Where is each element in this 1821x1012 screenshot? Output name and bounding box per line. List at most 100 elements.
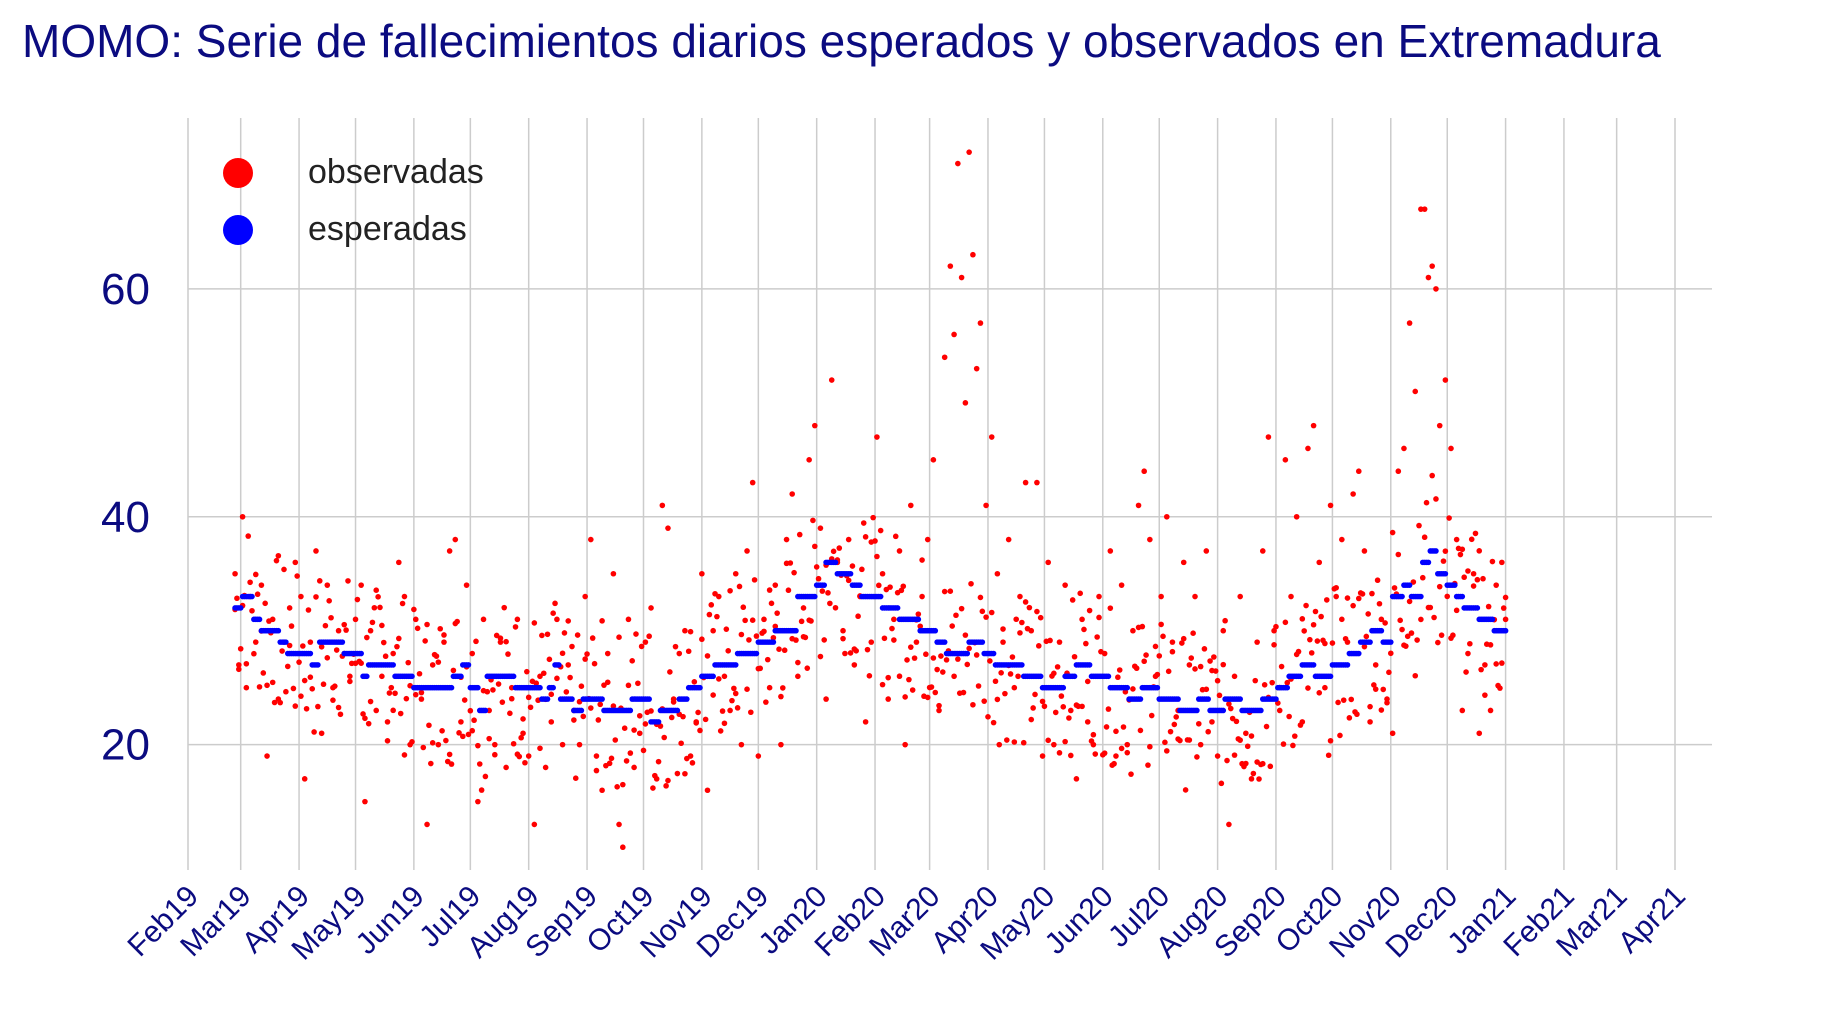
observadas-point-197 — [1316, 559, 1323, 566]
observadas-fill-point-307 — [810, 517, 816, 524]
observadas-fill-point-396 — [977, 594, 984, 601]
observadas-point-196 — [1310, 422, 1317, 429]
observadas-point-97 — [766, 684, 773, 691]
observadas-point-140 — [994, 570, 1001, 577]
observadas-fill-point-67 — [358, 660, 364, 666]
observadas-point-16 — [313, 548, 319, 554]
observadas-point-198 — [1322, 684, 1328, 691]
observadas-fill-point-673 — [1499, 660, 1505, 666]
observadas-fill-point-374 — [936, 702, 942, 709]
observadas-point-60 — [559, 741, 566, 748]
observadas-point-127 — [936, 707, 942, 714]
observadas-fill-point-89 — [399, 600, 406, 607]
observadas-fill-point-266 — [732, 690, 739, 697]
observadas-fill-point-413 — [1009, 654, 1016, 660]
observadas-fill-point-353 — [896, 673, 903, 680]
observadas-point-120 — [896, 548, 903, 554]
observadas-point-25 — [362, 798, 368, 805]
observadas-point-52 — [514, 616, 521, 623]
observadas-point-145 — [1022, 479, 1029, 486]
observadas-fill-point-59 — [343, 627, 349, 633]
observadas-fill-point-112 — [443, 737, 449, 744]
observadas-fill-point-520 — [1211, 654, 1217, 660]
observadas-fill-point-3 — [237, 645, 244, 652]
observadas-fill-point-40 — [307, 674, 314, 680]
observadas-fill-point-35 — [298, 693, 304, 699]
esperadas-point-172 — [556, 662, 562, 668]
observadas-point-161 — [1113, 753, 1119, 759]
observadas-fill-point-528 — [1226, 701, 1232, 707]
observadas-point-124 — [919, 593, 925, 600]
x-tick-label-26: Apr21 — [1612, 880, 1692, 960]
observadas-fill-point-602 — [1365, 611, 1371, 617]
observadas-fill-point-299 — [795, 659, 801, 666]
observadas-point-99 — [778, 741, 784, 748]
observadas-fill-point-470 — [1116, 667, 1123, 673]
observadas-fill-point-523 — [1216, 692, 1223, 699]
observadas-fill-point-544 — [1256, 776, 1262, 782]
esperadas-point-133 — [482, 707, 489, 714]
observadas-point-96 — [761, 616, 767, 623]
observadas-fill-point-503 — [1179, 640, 1185, 646]
observadas-fill-point-607 — [1374, 577, 1381, 584]
observadas-fill-point-337 — [866, 673, 873, 679]
observadas-fill-point-376 — [939, 669, 946, 675]
observadas-fill-point-612 — [1384, 699, 1390, 706]
observadas-fill-point-103 — [426, 722, 432, 729]
observadas-point-220 — [1436, 422, 1443, 429]
observadas-fill-point-493 — [1160, 633, 1166, 640]
observadas-fill-point-532 — [1233, 718, 1240, 725]
observadas-fill-point-221 — [648, 708, 654, 714]
observadas-point-14 — [301, 776, 308, 782]
observadas-fill-point-568 — [1301, 628, 1307, 634]
observadas-fill-point-327 — [847, 650, 854, 656]
esperadas-point-372 — [932, 627, 939, 634]
observadas-point-111 — [845, 536, 852, 543]
observadas-point-43 — [463, 582, 470, 588]
observadas-fill-point-609 — [1378, 707, 1385, 713]
observadas-point-1 — [236, 662, 242, 668]
observadas-fill-point-502 — [1177, 737, 1183, 744]
observadas-fill-point-15 — [260, 670, 267, 676]
observadas-fill-point-504 — [1180, 635, 1187, 642]
observadas-fill-point-294 — [785, 587, 792, 594]
observadas-point-69 — [610, 570, 617, 577]
observadas-fill-point-146 — [507, 710, 513, 717]
observadas-fill-point-367 — [923, 651, 929, 658]
observadas-fill-point-153 — [520, 716, 526, 722]
esperadas-point-517 — [1205, 696, 1211, 702]
observadas-fill-point-492 — [1158, 621, 1164, 628]
observadas-point-171 — [1169, 639, 1176, 645]
observadas-fill-point-565 — [1295, 648, 1302, 655]
observadas-fill-point-633 — [1423, 499, 1430, 506]
observadas-fill-point-441 — [1062, 738, 1068, 745]
observadas-fill-point-623 — [1404, 633, 1411, 640]
observadas-point-66 — [593, 753, 600, 759]
observadas-fill-point-116 — [450, 667, 457, 674]
observadas-fill-point-625 — [1408, 630, 1415, 636]
observadas-fill-point-640 — [1436, 583, 1443, 590]
observadas-fill-point-281 — [761, 628, 767, 635]
observadas-fill-point-355 — [900, 583, 907, 590]
esperadas-point-84 — [390, 662, 396, 668]
observadas-fill-point-566 — [1297, 722, 1304, 728]
observadas-fill-point-12 — [254, 591, 261, 598]
observadas-fill-point-247 — [697, 727, 703, 734]
observadas-fill-point-538 — [1244, 743, 1251, 750]
observadas-fill-point-286 — [770, 634, 777, 641]
esperadas-point-352 — [894, 605, 901, 611]
legend-label-esperadas: esperadas — [308, 210, 467, 248]
observadas-fill-point-524 — [1218, 780, 1225, 787]
observadas-fill-point-398 — [981, 698, 988, 704]
observadas-fill-point-576 — [1316, 689, 1323, 696]
observadas-fill-point-518 — [1207, 658, 1213, 664]
observadas-point-201 — [1339, 536, 1345, 543]
observadas-fill-point-558 — [1282, 619, 1289, 626]
observadas-fill-point-85 — [392, 690, 398, 697]
observadas-fill-point-23 — [275, 552, 282, 559]
esperadas-point-313 — [821, 582, 828, 588]
observadas-point-61 — [565, 662, 572, 668]
observadas-fill-point-126 — [469, 727, 476, 734]
observadas-point-204 — [1355, 468, 1362, 475]
